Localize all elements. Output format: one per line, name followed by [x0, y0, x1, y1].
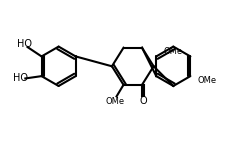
- Text: O: O: [139, 96, 147, 106]
- Text: HO: HO: [13, 73, 28, 83]
- Text: OMe: OMe: [106, 97, 125, 106]
- Text: OMe: OMe: [163, 47, 182, 56]
- Text: HO: HO: [17, 39, 32, 49]
- Text: OMe: OMe: [197, 76, 216, 85]
